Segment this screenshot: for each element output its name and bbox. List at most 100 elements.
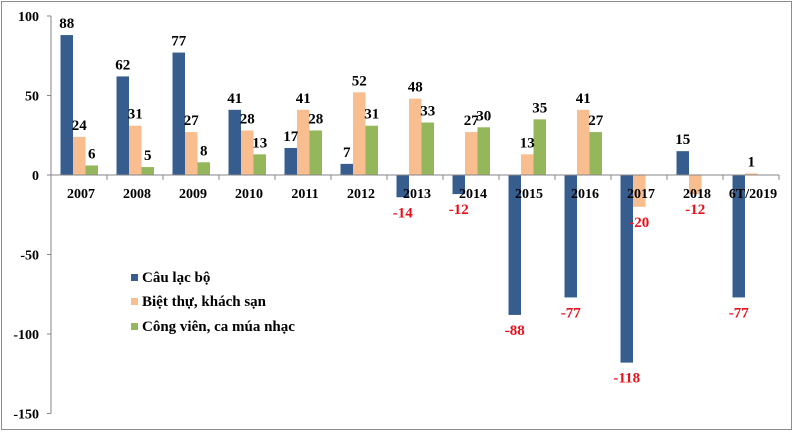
data-label: 52 (352, 73, 367, 89)
data-label: 8 (200, 143, 208, 159)
data-label: -77 (729, 305, 749, 321)
y-tick-label: 100 (18, 10, 39, 25)
bar-c-u-l-c-b--2012 (340, 163, 353, 175)
data-label: 27 (184, 113, 200, 129)
y-tick-label: 50 (25, 90, 39, 105)
bar-bi-t-th-kh-ch-s-n-2009 (185, 132, 198, 175)
x-category-label: 2014 (459, 187, 487, 202)
data-label: -118 (613, 371, 640, 387)
x-category-label: 2017 (627, 187, 655, 202)
bar-bi-t-th-kh-ch-s-n-6T-2019 (745, 173, 758, 175)
x-category-label: 2011 (291, 187, 318, 202)
data-label: 41 (576, 91, 591, 107)
x-category-label: 2009 (179, 187, 207, 202)
legend-label: Biệt thự, khách sạn (142, 294, 267, 310)
x-category-label: 2013 (403, 187, 431, 202)
data-label: -14 (393, 205, 413, 221)
bar-bi-t-th-kh-ch-s-n-2015 (521, 154, 534, 175)
bar-c-u-l-c-b--6T-2019 (732, 175, 745, 298)
bar-bi-t-th-kh-ch-s-n-2007 (73, 136, 86, 175)
y-axis-ticks: 100 50 0 -50 -100 -150 (13, 10, 51, 423)
bar-bi-t-th-kh-ch-s-n-2017 (633, 175, 646, 207)
data-label: -12 (449, 202, 469, 218)
data-label: 24 (72, 118, 88, 134)
axes-layer (50, 16, 779, 414)
bar-c-u-l-c-b--2008 (116, 76, 129, 175)
data-label: 31 (128, 107, 143, 123)
bar-c-u-l-c-b--2010 (228, 109, 241, 175)
data-label: 5 (144, 148, 152, 164)
data-label: -88 (505, 323, 525, 339)
data-label: 28 (308, 111, 323, 127)
x-category-label: 2007 (67, 187, 95, 202)
data-label: -12 (685, 202, 705, 218)
bar-bi-t-th-kh-ch-s-n-2011 (297, 109, 310, 175)
data-label: 41 (296, 91, 311, 107)
y-tick-label: 0 (32, 169, 39, 184)
bar-c-u-l-c-b--2007 (60, 35, 73, 175)
y-tick-label: -150 (13, 408, 39, 423)
data-label: 27 (464, 113, 480, 129)
bar-c-u-l-c-b--2011 (284, 147, 297, 175)
bar-c-ng-vi-n-ca-m-a-nh-c-2010 (253, 154, 266, 175)
data-label: 7 (343, 145, 351, 161)
x-category-label: 2012 (347, 187, 375, 202)
data-label: 27 (588, 113, 604, 129)
data-label: 48 (408, 80, 423, 96)
bar-bi-t-th-kh-ch-s-n-2010 (241, 130, 254, 175)
bar-c-u-l-c-b--2018 (676, 151, 689, 175)
bar-c-u-l-c-b--2016 (564, 175, 577, 298)
data-label: 31 (364, 107, 379, 123)
legend-swatch (131, 274, 138, 281)
legend-label: Công viên, ca múa nhạc (142, 319, 295, 335)
bar-bi-t-th-kh-ch-s-n-2008 (129, 125, 142, 175)
data-label: -20 (629, 215, 649, 231)
bar-c-ng-vi-n-ca-m-a-nh-c-2013 (421, 122, 434, 175)
bar-c-u-l-c-b--2014 (452, 175, 465, 195)
bar-c-ng-vi-n-ca-m-a-nh-c-2008 (141, 167, 154, 175)
x-category-label: 2016 (571, 187, 599, 202)
data-label: 77 (171, 34, 187, 50)
bar-c-ng-vi-n-ca-m-a-nh-c-2011 (309, 130, 322, 175)
x-category-label: 2008 (123, 187, 151, 202)
bar-c-ng-vi-n-ca-m-a-nh-c-2007 (85, 165, 98, 175)
data-label: 33 (420, 104, 435, 120)
bar-c-u-l-c-b--2017 (620, 175, 633, 363)
y-tick-label: -100 (13, 328, 39, 343)
data-label: 28 (240, 111, 255, 127)
bar-bi-t-th-kh-ch-s-n-2014 (465, 132, 478, 175)
bar-bi-t-th-kh-ch-s-n-2018 (689, 175, 702, 195)
bar-c-ng-vi-n-ca-m-a-nh-c-2016 (589, 132, 602, 175)
legend: Câu lạc bộ Biệt thự, khách sạn Công viên, … (131, 270, 295, 335)
data-label: -77 (561, 305, 581, 321)
data-label: 30 (476, 108, 491, 124)
bar-c-ng-vi-n-ca-m-a-nh-c-2015 (533, 119, 546, 175)
bars-layer (60, 35, 758, 363)
data-label: 1 (748, 154, 756, 170)
data-label: 13 (520, 135, 535, 151)
data-label: 6 (88, 146, 96, 162)
data-label: 17 (283, 129, 299, 145)
data-label: 88 (59, 16, 74, 32)
bar-c-ng-vi-n-ca-m-a-nh-c-2012 (365, 125, 378, 175)
y-tick-label: -50 (20, 249, 39, 264)
bar-c-u-l-c-b--2015 (508, 175, 521, 315)
bar-c-ng-vi-n-ca-m-a-nh-c-2009 (197, 162, 210, 175)
x-category-label: 2015 (515, 187, 543, 202)
x-axis-ticks: 2007 2008 2009 2010 2011 2012 2013 2014 2015 2016… (50, 175, 780, 202)
legend-swatch (131, 323, 138, 330)
x-category-label: 6T/2019 (729, 187, 777, 202)
data-label: 62 (115, 57, 130, 73)
legend-swatch (131, 298, 138, 305)
bar-bi-t-th-kh-ch-s-n-2016 (577, 109, 590, 175)
bar-c-u-l-c-b--2013 (396, 175, 409, 198)
data-label: 41 (227, 91, 242, 107)
data-label: 35 (532, 100, 547, 116)
data-label: 15 (675, 132, 690, 148)
bar-bi-t-th-kh-ch-s-n-2012 (353, 92, 366, 175)
bar-c-ng-vi-n-ca-m-a-nh-c-2014 (477, 127, 490, 175)
data-label: 13 (252, 135, 267, 151)
legend-label: Câu lạc bộ (142, 270, 210, 286)
